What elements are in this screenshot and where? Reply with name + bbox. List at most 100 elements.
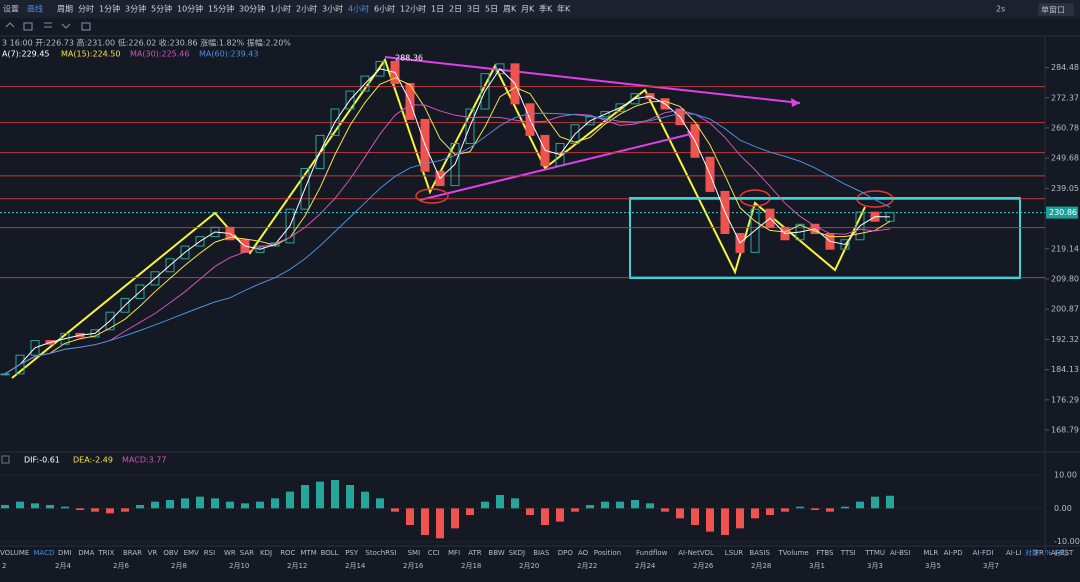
- candle: [495, 63, 505, 75]
- indicator-tab[interactable]: BIAS: [533, 549, 550, 557]
- period-button[interactable]: 3日: [467, 5, 480, 14]
- period-button[interactable]: 15分钟: [208, 4, 234, 14]
- period-button[interactable]: 2小时: [296, 4, 317, 14]
- period-button[interactable]: 年K: [557, 4, 571, 14]
- indicator-tab[interactable]: Position: [594, 549, 621, 557]
- period-button[interactable]: 1小时: [270, 4, 291, 14]
- indicator-tab[interactable]: EMV: [184, 549, 199, 557]
- candle: [570, 124, 580, 145]
- macd-bar: [166, 500, 174, 509]
- period-button[interactable]: 4小时: [348, 4, 369, 14]
- indicator-tab[interactable]: BASIS: [749, 549, 770, 557]
- tool-button[interactable]: 设置: [3, 4, 19, 14]
- indicator-tab[interactable]: PSY: [345, 549, 359, 557]
- y-tick-label: 192.32: [1051, 335, 1079, 344]
- indicator-tab[interactable]: WR: [224, 549, 236, 557]
- macd-bar: [391, 508, 399, 512]
- indicator-tab[interactable]: VOLUME: [0, 549, 29, 557]
- macd-header: MACD:3.77: [122, 456, 167, 465]
- period-button[interactable]: 12小时: [400, 4, 426, 14]
- macd-bar: [721, 508, 729, 535]
- macd-header: DEA:-2.49: [73, 456, 113, 465]
- tool-icons: [5, 22, 91, 31]
- indicator-tab[interactable]: ROC: [280, 549, 295, 557]
- indicator-tab[interactable]: BRAR: [123, 549, 142, 557]
- axis-option[interactable]: %: [1045, 549, 1052, 557]
- indicator-tab[interactable]: RSI: [204, 549, 215, 557]
- period-button[interactable]: 周K: [503, 5, 517, 14]
- candle: [255, 245, 265, 253]
- period-button[interactable]: 分时: [78, 4, 94, 14]
- indicator-tab[interactable]: AI-FDI: [973, 549, 994, 557]
- indicator-tab[interactable]: BBW: [488, 549, 504, 557]
- tool-button[interactable]: 画线: [27, 4, 43, 14]
- indicator-tab[interactable]: SMI: [408, 549, 421, 557]
- indicator-tab[interactable]: DMI: [58, 549, 72, 557]
- period-button[interactable]: 5日: [485, 5, 498, 14]
- indicator-tab[interactable]: CCI: [428, 549, 440, 557]
- indicator-tab[interactable]: MLR: [923, 549, 938, 557]
- trend-line: [384, 56, 801, 104]
- indicator-tab[interactable]: AI-BSI: [890, 549, 910, 557]
- indicator-tab[interactable]: TRIX: [97, 549, 114, 557]
- macd-bar: [16, 501, 24, 509]
- indicator-tab[interactable]: AO: [578, 549, 589, 557]
- period-button[interactable]: 5分钟: [151, 4, 172, 14]
- indicator-tab[interactable]: LSUR: [725, 549, 743, 557]
- indicator-tab[interactable]: KDJ: [260, 549, 272, 557]
- period-button[interactable]: 1分钟: [99, 4, 120, 14]
- indicator-tab[interactable]: FTBS: [816, 549, 834, 557]
- indicator-tab[interactable]: DMA: [78, 549, 94, 557]
- date-label: 2月24: [635, 562, 656, 570]
- candle: [135, 284, 145, 299]
- window-button[interactable]: 单窗口: [1041, 5, 1065, 15]
- indicator-tab[interactable]: AI-LI: [1006, 549, 1021, 557]
- indicator-tab[interactable]: MTM: [300, 549, 316, 557]
- indicator-tab[interactable]: BOLL: [321, 549, 339, 557]
- indicator-tab[interactable]: SAR: [240, 549, 254, 557]
- indicator-tab[interactable]: AI-PD: [944, 549, 963, 557]
- macd-bar: [61, 506, 69, 509]
- period-button[interactable]: 2日: [449, 5, 462, 14]
- indicator-tab[interactable]: AI-BST: [1051, 549, 1074, 557]
- pane-icon: [1, 455, 10, 464]
- indicator-tab[interactable]: Fundflow: [636, 549, 668, 557]
- indicator-tab[interactable]: DPO: [558, 549, 574, 557]
- indicator-tab[interactable]: VR: [148, 549, 158, 557]
- period-button[interactable]: 3小时: [322, 4, 343, 14]
- macd-bar: [481, 501, 489, 509]
- period-button[interactable]: 周期: [57, 5, 73, 14]
- macd-bar: [316, 481, 324, 509]
- macd-bar: [406, 508, 414, 525]
- period-button[interactable]: 3分钟: [125, 4, 146, 14]
- macd-bar: [436, 508, 444, 539]
- indicator-tab[interactable]: FR: [1035, 549, 1044, 557]
- macd-bar: [46, 505, 54, 509]
- axis-option[interactable]: 自动: [1054, 548, 1068, 557]
- indicator-tab[interactable]: ATR: [468, 549, 482, 557]
- macd-bar: [781, 508, 789, 512]
- indicator-tab[interactable]: SKDJ: [509, 549, 525, 557]
- axis-option[interactable]: 对数: [1025, 548, 1039, 557]
- icons: [5, 22, 91, 31]
- date-label: 3月1: [809, 562, 825, 570]
- date-label: 3月7: [983, 562, 999, 570]
- indicator-tab[interactable]: TVolume: [777, 549, 808, 557]
- indicator-tab[interactable]: AI-NetVOL: [678, 549, 714, 557]
- indicator-tab[interactable]: StochRSI: [365, 549, 396, 557]
- indicator-tab[interactable]: MACD: [33, 549, 54, 557]
- period-button[interactable]: 月K: [521, 5, 535, 14]
- indicator-tab[interactable]: MFI: [448, 549, 460, 557]
- indicator-tab[interactable]: TTSI: [840, 549, 856, 557]
- date-label: 2月10: [229, 562, 249, 570]
- macd-bar: [676, 508, 684, 519]
- y-tick-label: 10.00: [1054, 471, 1077, 480]
- indicator-tab[interactable]: OBV: [163, 549, 178, 557]
- period-button[interactable]: 30分钟: [239, 4, 265, 14]
- indicator-tab[interactable]: TTMU: [864, 549, 885, 557]
- period-button[interactable]: 6小时: [374, 4, 395, 14]
- period-button[interactable]: 1日: [431, 5, 444, 14]
- period-button[interactable]: 10分钟: [177, 4, 203, 14]
- macd-bar: [541, 508, 549, 525]
- period-button[interactable]: 季K: [539, 4, 553, 14]
